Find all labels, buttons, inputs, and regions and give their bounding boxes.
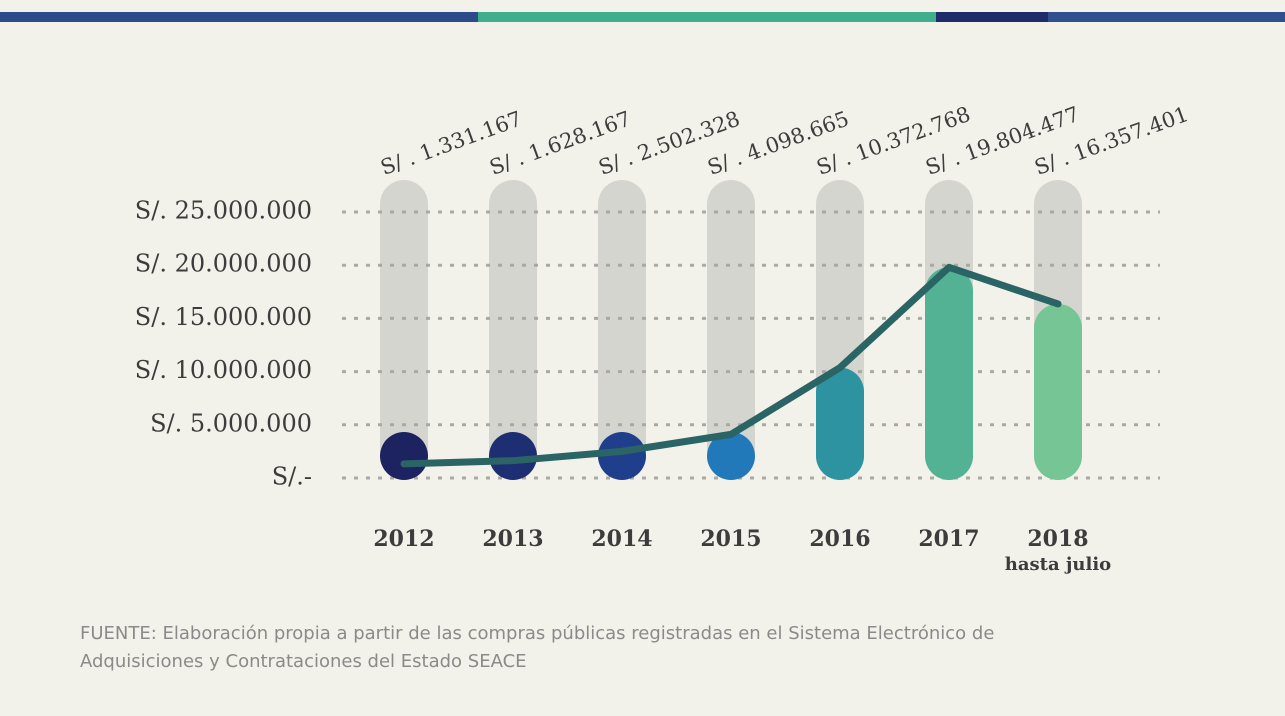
bar-track <box>380 180 428 480</box>
y-tick-label: S/.- <box>272 463 312 491</box>
x-tick-label: 2014 <box>591 526 652 552</box>
bar-track <box>598 180 646 480</box>
x-annotation: hasta julio <box>1005 554 1111 575</box>
bar <box>1034 303 1082 480</box>
bar <box>925 267 973 480</box>
bar <box>816 367 864 480</box>
y-tick-label: S/. 5.000.000 <box>150 409 312 437</box>
bar-track <box>489 180 537 480</box>
bar <box>380 432 428 480</box>
source-note: Adquisiciones y Contrataciones del Estad… <box>80 651 527 672</box>
bar <box>707 432 755 480</box>
x-tick-label: 2013 <box>482 526 543 552</box>
y-tick-label: S/. 20.000.000 <box>135 250 312 278</box>
x-tick-label: 2018 <box>1027 526 1088 552</box>
x-tick-label: 2012 <box>373 526 434 552</box>
bar <box>489 432 537 480</box>
top-stripe <box>0 12 478 22</box>
top-stripe <box>478 12 936 22</box>
x-tick-label: 2016 <box>809 526 870 552</box>
top-stripe <box>1048 12 1285 22</box>
line <box>400 263 1062 468</box>
source-note: FUENTE: Elaboración propia a partir de l… <box>80 623 994 644</box>
x-tick-label: 2017 <box>918 526 979 552</box>
bar-track <box>707 180 755 480</box>
bar <box>598 432 646 480</box>
y-tick-label: S/. 15.000.000 <box>135 303 312 331</box>
y-tick-label: S/. 25.000.000 <box>135 197 312 225</box>
x-tick-label: 2015 <box>700 526 761 552</box>
top-stripe <box>936 12 1048 22</box>
y-tick-label: S/. 10.000.000 <box>135 356 312 384</box>
